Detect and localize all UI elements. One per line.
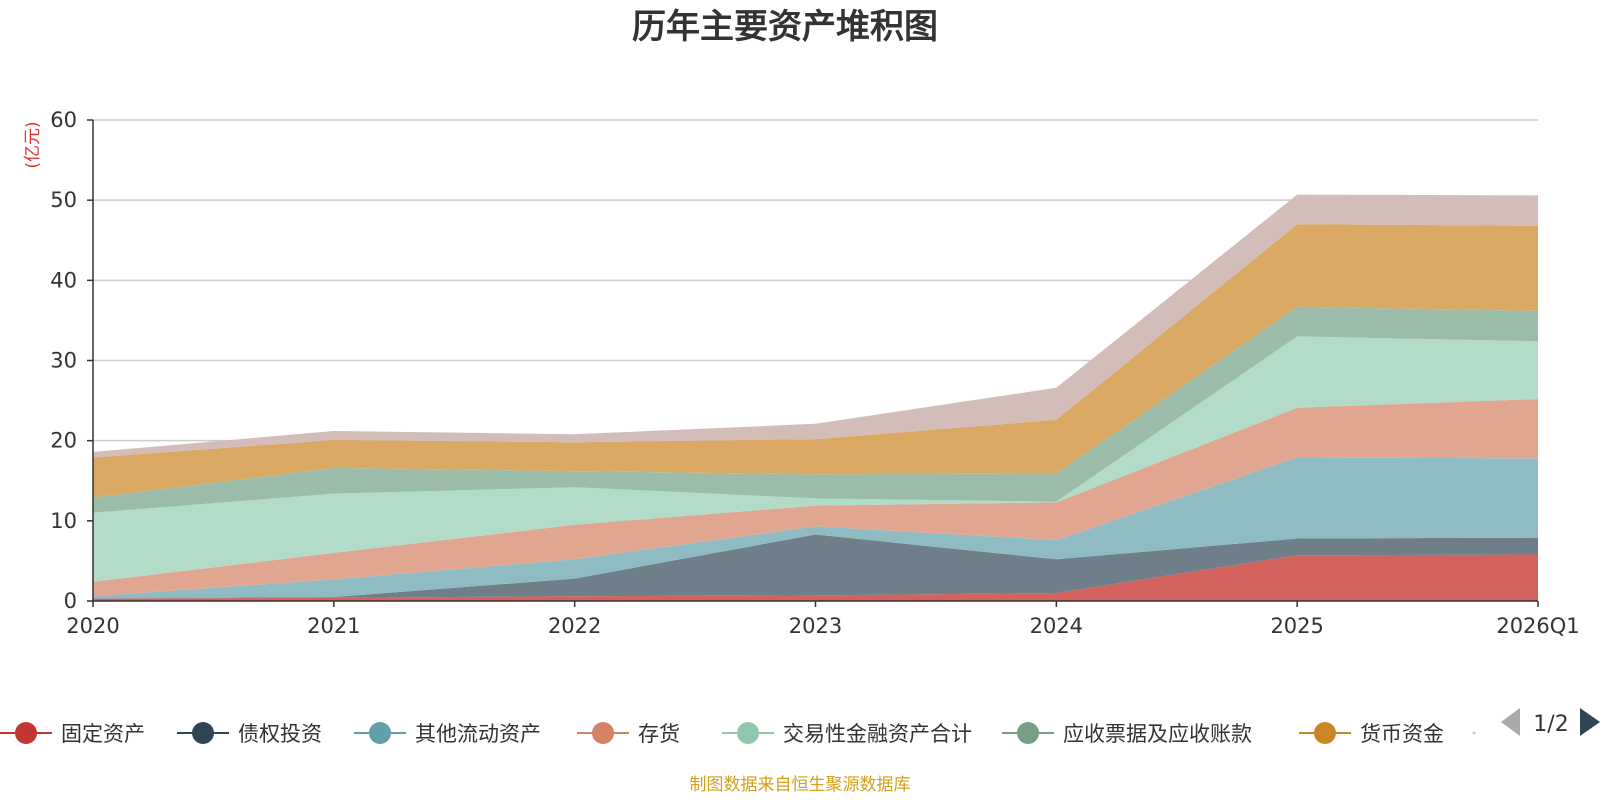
x-tick-label: 2022 [548,614,601,638]
x-tick-label: 2026Q1 [1496,614,1579,638]
x-tick-label: 2024 [1030,614,1083,638]
chart-title: 历年主要资产堆积图 [632,7,938,47]
legend-label: 存货 [638,722,680,746]
legend-label: 固定资产 [61,722,145,746]
x-tick-label: 2021 [307,614,360,638]
legend-circle-marker [1017,722,1039,744]
area-series-group [93,194,1538,601]
legend-circle-marker [1314,722,1336,744]
y-tick-label: 30 [50,349,77,373]
legend-label: 货币资金 [1360,722,1444,746]
legend-prev-page-icon[interactable] [1501,708,1520,736]
area-series-5 [93,336,1538,582]
area-series-8 [93,194,1538,458]
area-series-6 [93,306,1538,513]
legend-circle-marker [592,722,614,744]
legend-item[interactable]: 其他流动资产 [354,722,541,746]
data-source-note: 制图数据来自恒生聚源数据库 [690,775,911,795]
area-series-1 [93,554,1538,601]
axes: 0 10 20 30 40 50 60 2020 2021 2022 2023 2024 2025 202… [50,108,1579,638]
legend-next-page-icon[interactable] [1580,708,1600,736]
legend-circle-marker [192,722,214,744]
legend-item[interactable]: 货币资金 [1299,722,1444,746]
legend: 固定资产 债权投资 其他流动资产 存货 交易性金融资产合计 应收票据及应收账款 货币资金 [0,722,1476,746]
area-series-3 [93,457,1538,599]
legend-item[interactable]: 存货 [577,722,680,746]
legend-label: 其他流动资产 [415,722,541,746]
x-tick-label: 2020 [66,614,119,638]
y-tick-label: 20 [50,429,77,453]
legend-page-indicator: 1/2 [1533,712,1568,737]
y-axis-unit: (亿元) [23,121,43,168]
legend-item[interactable]: 应收票据及应收账款 [1002,722,1252,746]
legend-item[interactable]: 债权投资 [177,722,322,746]
legend-circle-marker [369,722,391,744]
legend-label: 应收票据及应收账款 [1063,722,1252,746]
legend-item[interactable]: 固定资产 [0,722,145,746]
x-tick-label: 2023 [789,614,842,638]
y-tick-label: 40 [50,268,77,292]
area-series-2 [93,534,1538,599]
x-tick-label: 2025 [1270,614,1323,638]
legend-label: 债权投资 [238,722,322,746]
legend-label: 交易性金融资产合计 [783,722,972,746]
legend-overflow-dot [1472,731,1476,735]
y-tick-label: 50 [50,188,77,212]
legend-circle-marker [15,722,37,744]
legend-pager: 1/2 [1501,708,1600,737]
area-series-7 [93,224,1538,498]
y-tick-label: 10 [50,509,77,533]
legend-item[interactable]: 交易性金融资产合计 [722,722,972,746]
area-series-4 [93,399,1538,597]
y-tick-label: 60 [50,108,77,132]
y-tick-label: 0 [64,589,77,613]
legend-circle-marker [737,722,759,744]
